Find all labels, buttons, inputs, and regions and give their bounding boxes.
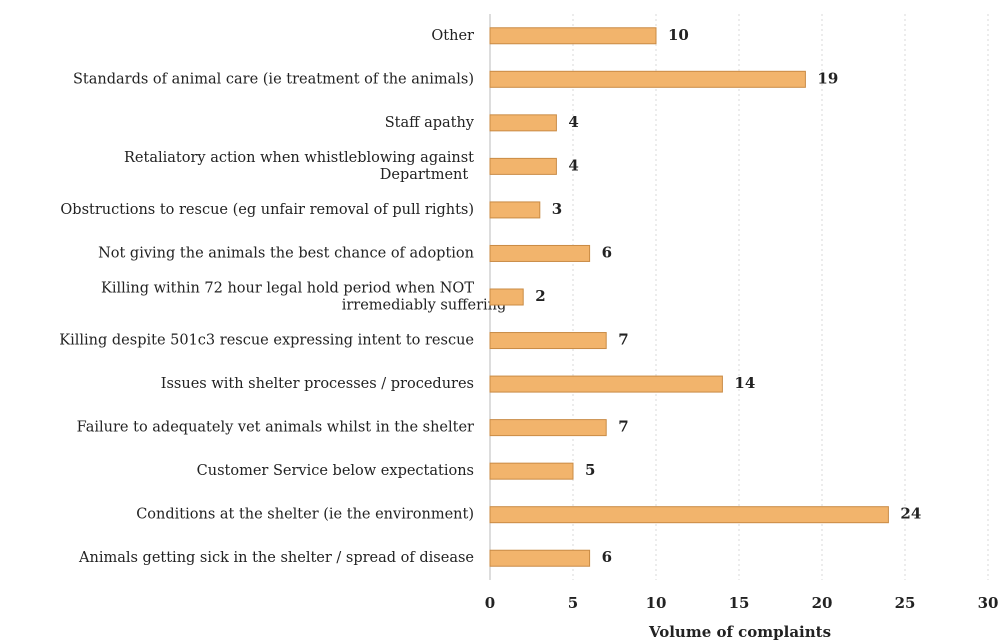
- value-label: 24: [900, 505, 921, 523]
- bar: [489, 114, 557, 132]
- value-label: 4: [568, 156, 578, 174]
- bar: [489, 201, 541, 219]
- value-label: 6: [602, 548, 612, 566]
- y-tick-label: Obstructions to rescue (eg unfair remova…: [60, 202, 474, 218]
- y-tick-label: Other: [431, 28, 474, 44]
- y-tick-label: Killing despite 501c3 rescue expressing …: [59, 333, 474, 349]
- value-label: 10: [668, 26, 689, 44]
- x-axis-title: Volume of complaints: [648, 623, 831, 641]
- bar: [489, 27, 657, 45]
- bar: [489, 70, 806, 88]
- x-tick-label: 5: [568, 594, 578, 612]
- y-tick-label: Issues with shelter processes / procedur…: [161, 376, 474, 392]
- x-tick-label: 25: [895, 594, 916, 612]
- bar: [489, 375, 723, 393]
- value-label: 3: [552, 200, 562, 218]
- x-tick-label: 20: [812, 594, 833, 612]
- value-label: 5: [585, 461, 595, 479]
- x-tick-label: 0: [485, 594, 495, 612]
- bar: [489, 549, 591, 567]
- value-label: 6: [602, 243, 612, 261]
- bar: [489, 244, 591, 262]
- y-tick-label: Conditions at the shelter (ie the enviro…: [136, 507, 474, 523]
- x-tick-label: 15: [729, 594, 750, 612]
- bar: [489, 462, 574, 480]
- y-tick-label: Not giving the animals the best chance o…: [98, 245, 474, 261]
- y-tick-label: Animals getting sick in the shelter / sp…: [78, 550, 474, 566]
- value-label: 7: [618, 418, 628, 436]
- x-tick-label: 30: [978, 594, 999, 612]
- value-label: 4: [568, 113, 578, 131]
- value-label: 19: [817, 69, 838, 87]
- bar: [489, 288, 524, 306]
- y-tick-label: Staff apathy: [385, 115, 475, 131]
- y-tick-label: Customer Service below expectations: [197, 463, 474, 479]
- bar: [489, 332, 607, 350]
- bar: [489, 506, 889, 524]
- y-tick-label: Killing within 72 hour legal hold period…: [101, 281, 506, 314]
- y-tick-label: Retaliatory action when whistleblowing a…: [124, 150, 474, 183]
- y-tick-label: Failure to adequately vet animals whilst…: [77, 420, 474, 436]
- x-tick-label: 10: [646, 594, 667, 612]
- bar: [489, 419, 607, 437]
- bar: [489, 157, 557, 175]
- value-label: 7: [618, 331, 628, 349]
- value-label: 14: [734, 374, 755, 392]
- value-label: 2: [535, 287, 545, 305]
- y-tick-label: Standards of animal care (ie treatment o…: [73, 71, 474, 87]
